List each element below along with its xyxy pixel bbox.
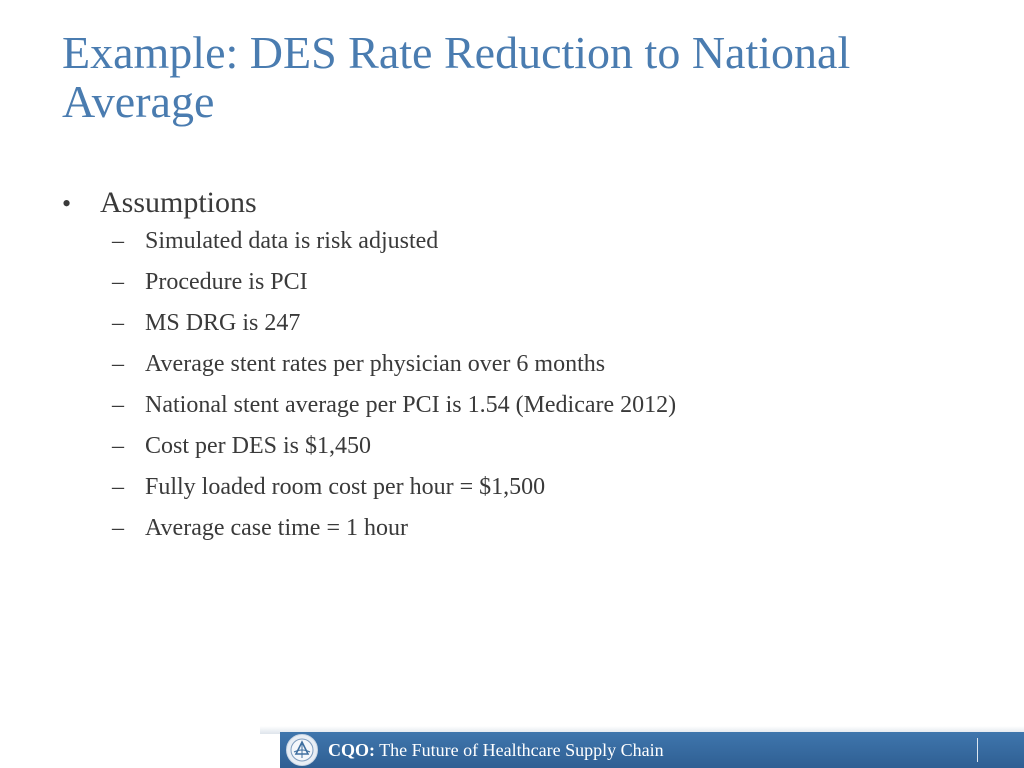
list-item: – MS DRG is 247 [60,310,980,351]
footer-brand: CQO: [328,739,375,760]
list-item: – Average case time = 1 hour [60,515,980,556]
dash-marker: – [112,269,124,295]
list-item-text: Simulated data is risk adjusted [145,228,439,254]
list-item-text: Fully loaded room cost per hour = $1,500 [145,474,546,500]
list-item: – Cost per DES is $1,450 [60,433,980,474]
list-item-text: Cost per DES is $1,450 [145,433,372,459]
slide-body: • Assumptions – Simulated data is risk a… [60,186,980,556]
slide-title: Example: DES Rate Reduction to National … [62,27,851,127]
bullet-marker: • [62,189,72,218]
bullet-heading: Assumptions [100,186,257,219]
dash-marker: – [112,392,124,418]
dash-marker: – [112,351,124,377]
dash-marker: – [112,515,124,541]
list-item-text: Procedure is PCI [145,269,308,295]
bullet-assumptions: • Assumptions [60,186,980,228]
list-item: – National stent average per PCI is 1.54… [60,392,980,433]
list-item: – Simulated data is risk adjusted [60,228,980,269]
dash-marker: – [112,228,124,254]
list-item-text: MS DRG is 247 [145,310,301,336]
footer-bar: CQO: The Future of Healthcare Supply Cha… [280,732,1024,768]
dash-marker: – [112,310,124,336]
list-item-text: Average case time = 1 hour [145,515,408,541]
cqo-emblem-icon [286,734,318,766]
list-item-text: Average stent rates per physician over 6… [145,351,606,377]
footer-shadow [260,726,1024,734]
dash-marker: – [112,474,124,500]
list-item: – Procedure is PCI [60,269,980,310]
footer-divider [977,738,978,762]
assumption-list: – Simulated data is risk adjusted – Proc… [60,228,980,556]
list-item-text: National stent average per PCI is 1.54 (… [145,392,677,418]
list-item: – Fully loaded room cost per hour = $1,5… [60,474,980,515]
footer-tagline: The Future of Healthcare Supply Chain [375,739,664,760]
dash-marker: – [112,433,124,459]
list-item: – Average stent rates per physician over… [60,351,980,392]
footer-text: CQO: The Future of Healthcare Supply Cha… [328,740,664,761]
